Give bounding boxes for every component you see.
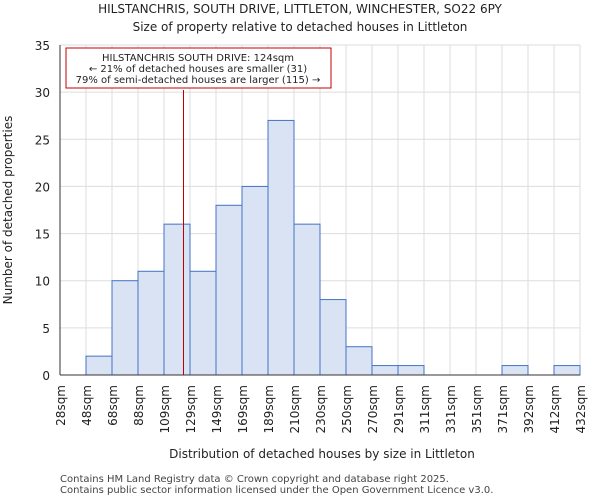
x-tick-label: 351sqm [470,385,484,433]
histogram-bar [293,223,321,376]
histogram-bar [137,270,165,376]
y-axis-label: Number of detached properties [1,116,15,305]
histogram-bar [319,299,347,376]
x-tick-label: 250sqm [340,385,354,433]
x-tick-label: 210sqm [288,385,302,433]
y-tick-label: 30 [35,86,50,100]
x-tick-label: 291sqm [392,385,406,433]
annotation-line-3: 79% of semi-detached houses are larger (… [76,75,321,86]
x-tick-label: 149sqm [210,385,224,433]
y-tick-label: 35 [35,39,50,53]
annotation-line-2: ← 21% of detached houses are smaller (31… [89,64,307,75]
x-tick-label: 371sqm [496,385,510,433]
histogram-bar [397,365,425,376]
histogram-bar [553,365,581,376]
annotation-box: HILSTANCHRIS SOUTH DRIVE: 124sqm ← 21% o… [65,47,332,89]
chart-title: HILSTANCHRIS, SOUTH DRIVE, LITTLETON, WI… [98,2,502,16]
histogram-bar [85,355,113,376]
y-tick-label: 10 [35,275,50,289]
y-tick-labels: 0 5 10 15 20 25 30 35 [35,39,50,383]
x-tick-label: 68sqm [106,385,120,426]
x-tick-label: 48sqm [80,385,94,426]
x-tick-labels: 28sqm 48sqm 68sqm 88sqm 109sqm 129sqm 149sqm 16… [54,385,588,433]
histogram-bar [215,204,243,376]
chart-subtitle: Size of property relative to detached ho… [133,20,468,34]
x-tick-label: 311sqm [418,385,432,433]
bars [85,119,581,376]
histogram-bar [267,119,295,376]
histogram-bar [189,270,217,376]
x-tick-label: 392sqm [522,385,536,433]
histogram-bar [163,223,191,376]
histogram-bar [501,365,529,376]
y-tick-label: 25 [35,133,50,147]
histogram-bar [241,185,269,376]
x-tick-label: 169sqm [236,385,250,433]
x-axis-label: Distribution of detached houses by size … [169,447,475,461]
x-tick-label: 189sqm [262,385,276,433]
histogram-bar [345,346,373,376]
footer-line-1: Contains HM Land Registry data © Crown c… [60,474,449,485]
x-tick-label: 129sqm [184,385,198,433]
x-tick-label: 109sqm [158,385,172,433]
annotation-line-1: HILSTANCHRIS SOUTH DRIVE: 124sqm [102,53,294,64]
x-tick-label: 270sqm [366,385,380,433]
x-tick-label: 432sqm [574,385,588,433]
histogram-bar [111,280,139,376]
y-tick-label: 20 [35,180,50,194]
y-tick-label: 0 [42,369,50,383]
y-tick-label: 5 [42,322,50,336]
x-tick-label: 88sqm [132,385,146,426]
x-tick-label: 331sqm [444,385,458,433]
x-tick-label: 412sqm [548,385,562,433]
x-tick-label: 28sqm [54,385,68,426]
histogram-bar [371,365,399,376]
axes [59,45,580,376]
x-tick-label: 230sqm [314,385,328,433]
y-tick-label: 15 [35,228,50,242]
footer-line-2: Contains public sector information licen… [60,485,494,496]
